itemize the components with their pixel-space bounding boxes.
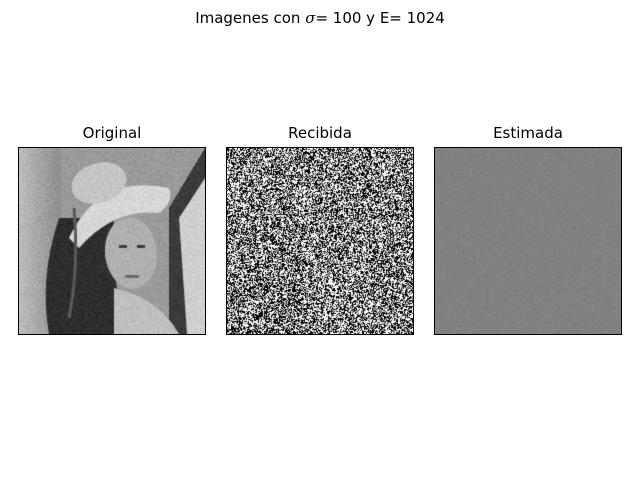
- received-noise-image: [227, 148, 413, 334]
- figure-suptitle: Imagenes con σ= 100 y E= 1024: [0, 9, 640, 27]
- suptitle-sigma-symbol: σ: [305, 9, 316, 27]
- axes-estimated: [434, 147, 622, 335]
- axes-received: [226, 147, 414, 335]
- suptitle-suffix: = 100 y E= 1024: [315, 9, 445, 27]
- estimated-gray-image: [435, 148, 621, 334]
- panel-title-estimated: Estimada: [493, 124, 563, 142]
- original-portrait-image: [19, 148, 205, 334]
- panel-title-original: Original: [82, 124, 142, 142]
- suptitle-prefix: Imagenes con: [195, 9, 306, 27]
- axes-original: [18, 147, 206, 335]
- panel-title-received: Recibida: [288, 124, 352, 142]
